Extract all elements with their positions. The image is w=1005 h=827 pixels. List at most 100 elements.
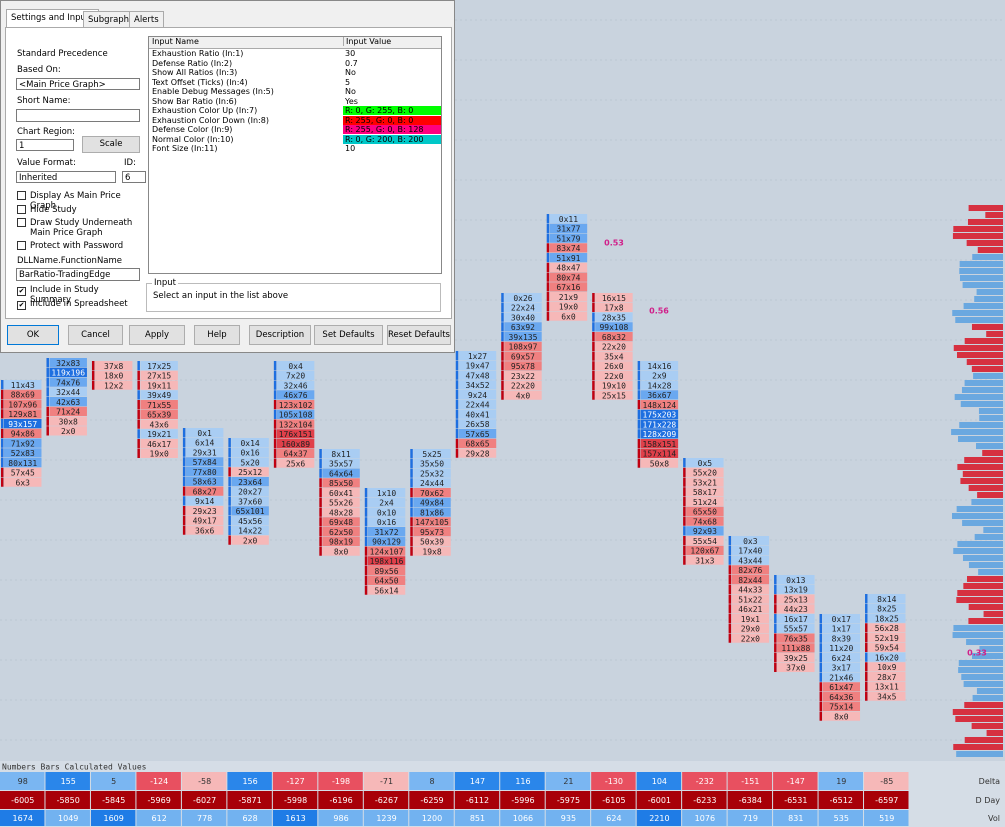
footprint-label: 32x44 bbox=[56, 388, 80, 397]
button[interactable]: Apply bbox=[129, 325, 185, 345]
footprint-cell bbox=[276, 439, 315, 449]
input-row[interactable]: Exhaustion Color Up (In:7) R: 0, G: 255, … bbox=[149, 106, 441, 116]
footprint-label: 37x8 bbox=[104, 362, 123, 371]
select[interactable]: 1 bbox=[16, 139, 74, 151]
checkbox[interactable]: Draw Study Underneath Main Price Graph bbox=[17, 218, 142, 238]
footprint-label: 40x41 bbox=[465, 410, 489, 419]
footprint-label: 0x26 bbox=[513, 294, 532, 303]
input-row[interactable]: Show Bar Ratio (In:6) Yes bbox=[149, 97, 441, 107]
footprint-label: 0x10 bbox=[377, 508, 396, 517]
checkbox[interactable]: ✔ Include in Study Summary bbox=[17, 285, 142, 305]
checkbox-box[interactable] bbox=[17, 241, 26, 250]
footprint-cell bbox=[49, 358, 87, 368]
footprint-label: 44x23 bbox=[784, 605, 808, 614]
input-row[interactable]: Exhaustion Color Down (In:8) R: 255, G: 0… bbox=[149, 115, 441, 126]
table-value: 628 bbox=[242, 814, 257, 823]
button[interactable]: Cancel bbox=[68, 325, 123, 345]
cell-edge bbox=[410, 458, 413, 468]
footprint-cell bbox=[640, 400, 679, 410]
footprint-label: 93x157 bbox=[8, 420, 37, 429]
footprint-cell bbox=[868, 662, 906, 672]
checkbox-box[interactable] bbox=[17, 191, 26, 200]
profile-bar bbox=[986, 331, 1003, 337]
footprint-cell bbox=[731, 604, 770, 614]
text-input[interactable]: 6 bbox=[122, 171, 146, 183]
footprint-cell bbox=[549, 262, 588, 272]
checkbox-box[interactable] bbox=[17, 218, 26, 227]
select[interactable]: <Main Price Graph> bbox=[16, 78, 140, 90]
footprint-cell bbox=[4, 458, 42, 468]
checkbox-box[interactable]: ✔ bbox=[17, 287, 26, 296]
checkbox-box[interactable] bbox=[17, 205, 26, 214]
checkbox[interactable]: ✔ Include in Spreadsheet bbox=[17, 299, 142, 310]
checkbox[interactable]: Protect with Password bbox=[17, 241, 142, 252]
cell-edge bbox=[364, 556, 368, 566]
button[interactable]: Reset Defaults bbox=[387, 325, 451, 345]
checkbox[interactable]: Hide Study bbox=[17, 205, 142, 216]
footprint-label: 64x37 bbox=[284, 450, 308, 459]
input-row[interactable]: Exhaustion Ratio (In:1) 30 bbox=[149, 49, 441, 59]
footprint-cell bbox=[231, 457, 269, 467]
footprint-label: 0x11 bbox=[559, 215, 578, 224]
input-row[interactable]: Normal Color (In:10) R: 0, G: 200, B: 200 bbox=[149, 134, 441, 145]
footprint-cell bbox=[777, 614, 815, 624]
profile-bar bbox=[983, 611, 1003, 617]
footprint-label: 12x2 bbox=[104, 381, 123, 390]
footprint-cell bbox=[322, 527, 360, 537]
footprint-cell bbox=[777, 633, 815, 643]
cell-edge bbox=[46, 406, 49, 416]
footprint-label: 3x17 bbox=[832, 664, 851, 673]
cell-edge bbox=[182, 437, 186, 447]
button[interactable]: Scale bbox=[82, 136, 140, 153]
footprint-label: 80x74 bbox=[556, 273, 580, 282]
footprint-cell bbox=[322, 536, 360, 546]
cell-edge bbox=[364, 527, 368, 537]
table-cell bbox=[500, 810, 545, 826]
input-row[interactable]: Defense Color (In:9) R: 255, G: 0, B: 128 bbox=[149, 125, 441, 135]
footprint-cell bbox=[231, 467, 269, 477]
table-value: -5871 bbox=[238, 796, 261, 805]
cell-edge bbox=[865, 672, 868, 682]
table-cell bbox=[181, 810, 227, 826]
table-cell bbox=[363, 772, 409, 790]
table-value: 1613 bbox=[285, 814, 305, 823]
checkbox-label: Include in Study Summary bbox=[30, 285, 99, 305]
select[interactable]: Inherited bbox=[16, 171, 116, 183]
input-row[interactable]: Enable Debug Messages (In:5) No bbox=[149, 87, 441, 97]
cell-edge bbox=[501, 332, 504, 342]
checkbox-box[interactable]: ✔ bbox=[17, 301, 26, 310]
table-value: -5969 bbox=[148, 796, 171, 805]
profile-bar bbox=[974, 296, 1003, 302]
input-row[interactable]: Font Size (In:11) 10 bbox=[149, 144, 441, 154]
cell-edge bbox=[1, 438, 4, 448]
footprint-label: 82x44 bbox=[738, 576, 762, 585]
footprint-cell bbox=[595, 312, 633, 322]
button[interactable]: Description bbox=[249, 325, 311, 345]
table-cell bbox=[181, 772, 227, 790]
text-input[interactable] bbox=[16, 109, 140, 122]
cell-edge bbox=[1, 477, 4, 487]
footprint-cell bbox=[4, 389, 42, 399]
checkbox[interactable]: Display As Main Price Graph bbox=[17, 191, 142, 211]
table-value: -6384 bbox=[739, 796, 762, 805]
cell-edge bbox=[410, 517, 413, 527]
text-input[interactable]: BarRatio-TradingEdge bbox=[16, 268, 140, 281]
profile-bar bbox=[968, 604, 1003, 610]
cell-edge bbox=[455, 429, 459, 439]
input-row[interactable]: Defense Ratio (In:2) 0.7 bbox=[149, 59, 441, 69]
button[interactable]: Set Defaults bbox=[314, 325, 383, 345]
footprint-cell bbox=[458, 409, 497, 419]
input-row[interactable]: Show All Ratios (In:3) No bbox=[149, 68, 441, 78]
footprint-cell bbox=[49, 367, 87, 377]
table-value: -127 bbox=[287, 777, 305, 786]
table-value: 986 bbox=[333, 814, 348, 823]
cell-edge bbox=[91, 361, 95, 371]
button[interactable]: Help bbox=[194, 325, 240, 345]
button[interactable]: OK bbox=[7, 325, 59, 345]
input-row[interactable]: Text Offset (Ticks) (In:4) 5 bbox=[149, 78, 441, 88]
footprint-cell bbox=[4, 380, 42, 390]
tab[interactable]: Alerts bbox=[129, 11, 164, 28]
cell-edge bbox=[865, 633, 868, 643]
table-cell bbox=[136, 791, 181, 809]
cell-edge bbox=[273, 448, 277, 458]
